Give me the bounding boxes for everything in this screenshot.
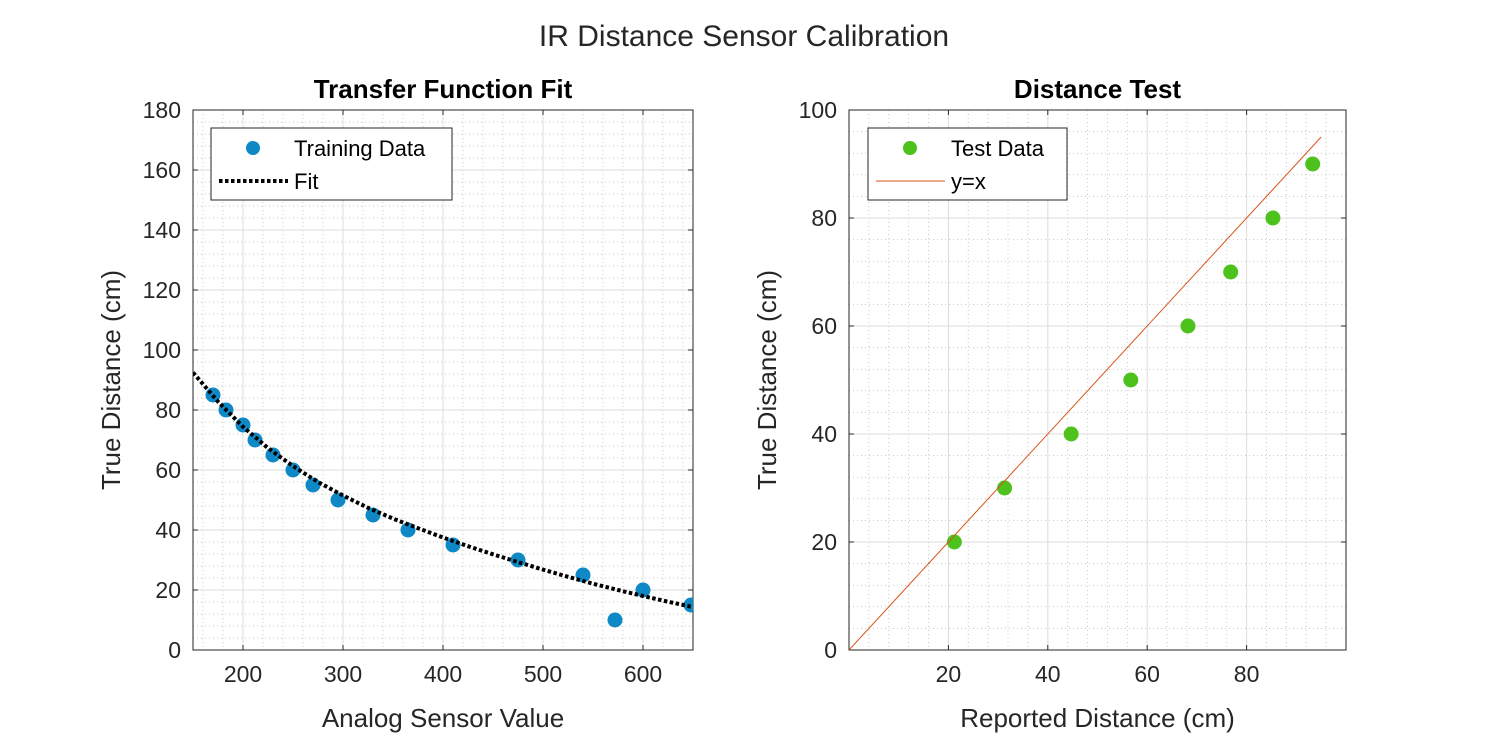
- fit-line: [193, 371, 693, 610]
- y-tick-label: 140: [143, 217, 181, 243]
- reference-line: [849, 136, 1322, 650]
- legend-marker: [903, 141, 917, 155]
- y-axis-label: True Distance (cm): [96, 270, 126, 490]
- y-tick-label: 160: [143, 157, 181, 183]
- x-axis-label: Reported Distance (cm): [960, 703, 1235, 733]
- y-tick-label: 40: [155, 517, 181, 543]
- transfer-function-fit-plot: 200 300 400 500 600 0 20 40 60 80 100 120 140 160 180 T…: [96, 74, 694, 733]
- data-point: [946, 534, 962, 550]
- data-point: [510, 552, 526, 568]
- y-tick-label: 80: [811, 205, 837, 231]
- data-point: [1123, 372, 1139, 388]
- y-tick-label: 180: [143, 97, 181, 123]
- x-tick-label: 200: [224, 661, 262, 687]
- x-tick-label: 500: [524, 661, 562, 687]
- data-point: [1265, 210, 1281, 226]
- x-tick-label: 60: [1134, 661, 1160, 687]
- y-tick-label: 20: [155, 577, 181, 603]
- legend-label: Training Data: [294, 136, 426, 161]
- x-axis-label: Analog Sensor Value: [322, 703, 564, 733]
- axes-title: Distance Test: [1014, 74, 1181, 104]
- y-tick-label: 60: [155, 457, 181, 483]
- legend: Training Data Fit: [210, 127, 453, 201]
- data-point: [365, 507, 381, 523]
- legend-label: y=x: [951, 169, 986, 194]
- data-point: [997, 480, 1013, 496]
- distance-test-plot: 20 40 60 80 0 20 40 60 80 100 Distance Test Reporte…: [752, 74, 1347, 733]
- legend-box: [867, 127, 1068, 201]
- y-tick-label: 100: [799, 97, 837, 123]
- series-layer: [849, 136, 1322, 650]
- y-tick-label: 0: [824, 637, 837, 663]
- data-point: [1223, 264, 1239, 280]
- axes-box: [848, 109, 1347, 651]
- legend-marker: [246, 141, 260, 155]
- axes-title: Transfer Function Fit: [314, 74, 573, 104]
- y-tick-label: 60: [811, 313, 837, 339]
- data-point: [305, 477, 321, 493]
- x-tick-label: 40: [1035, 661, 1061, 687]
- y-tick-label: 0: [168, 637, 181, 663]
- y-tick-label: 80: [155, 397, 181, 423]
- data-point: [1063, 426, 1079, 442]
- x-tick-label: 600: [624, 661, 662, 687]
- figure-title: IR Distance Sensor Calibration: [539, 20, 949, 53]
- y-tick-label: 20: [811, 529, 837, 555]
- x-tick-label: 80: [1234, 661, 1260, 687]
- y-axis-label: True Distance (cm): [752, 270, 782, 490]
- y-tick-label: 40: [811, 421, 837, 447]
- x-tick-label: 400: [424, 661, 462, 687]
- legend-box: [210, 127, 453, 201]
- data-point: [1180, 318, 1196, 334]
- data-point: [1305, 156, 1321, 172]
- series-layer: [193, 371, 693, 628]
- legend-label: Fit: [294, 169, 318, 194]
- data-point: [265, 447, 281, 463]
- legend: Test Data y=x: [867, 127, 1068, 201]
- x-tick-label: 20: [936, 661, 962, 687]
- data-point: [635, 582, 651, 598]
- y-tick-label: 100: [143, 337, 181, 363]
- legend-label: Test Data: [951, 136, 1045, 161]
- y-tick-label: 120: [143, 277, 181, 303]
- x-tick-label: 300: [324, 661, 362, 687]
- data-point: [607, 612, 623, 628]
